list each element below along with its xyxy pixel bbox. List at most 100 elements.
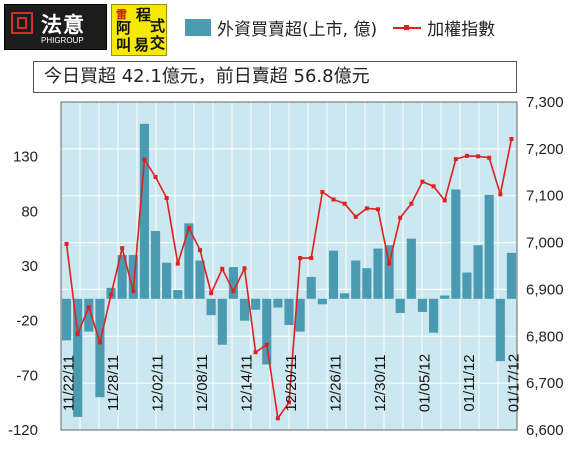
program-logo-char: 叫 [116,36,132,54]
net-buy-bar [373,248,383,299]
left-axis-tick-label: 80 [21,203,38,220]
index-point [231,289,236,294]
index-point [431,184,436,189]
legend-bar-swatch [185,18,211,36]
index-point [453,157,458,162]
net-buy-bar [395,298,405,314]
index-point [487,155,492,160]
net-buy-bar [462,272,472,299]
index-point [375,207,380,212]
index-point [75,331,80,336]
index-point [476,154,481,159]
index-point [198,248,203,253]
net-buy-bar [306,276,316,299]
left-axis-tick-label: -120 [8,422,38,439]
x-axis-date-label: 12/26/11 [327,354,344,411]
net-buy-bar [184,223,194,299]
net-buy-bar [362,268,372,299]
left-axis-tick-label: -20 [16,313,38,330]
left-axis-tick-label: -70 [16,367,38,384]
index-point [120,246,125,251]
plot-border [60,101,518,431]
right-axis-tick-label: 6,600 [526,422,564,439]
x-axis-date-label: 01/05/12 [416,354,433,412]
index-point [420,179,425,184]
index-point [353,214,358,219]
program-logo-char: 阿 [116,19,132,37]
phigroup-logo-name: 法意 [41,13,85,37]
net-buy-bar [162,262,172,299]
program-trading-logo: 雷 阿 程 式 叫 易 交 [111,4,167,56]
index-point [175,261,180,266]
legend-bar-label: 外資買賣超(上市, 億) [217,19,378,40]
net-buy-bar [351,260,361,299]
net-buy-bar [262,298,272,365]
index-point [186,226,191,231]
index-point [364,206,369,211]
net-buy-bar [484,194,494,299]
right-axis-tick-label: 7,200 [526,141,564,158]
x-axis-date-label: 01/11/12 [461,354,478,411]
index-point [142,157,147,162]
net-buy-bar [495,298,505,362]
right-axis-tick-label: 7,000 [526,235,564,252]
net-buy-bar [239,298,250,321]
program-logo-mark: 雷 [116,8,127,21]
x-axis-date-label: 11/28/11 [105,355,122,411]
right-axis-tick-label: 6,700 [526,375,564,392]
net-buy-bar [340,293,350,299]
right-axis-tick-label: 6,800 [526,328,564,345]
index-point [387,261,392,266]
chart-legend: 外資買賣超(上市, 億) 加權指數 [185,14,495,40]
index-point [164,196,169,201]
net-buy-bar [128,255,138,299]
summary-box: 今日買超 42.1億元，前日賣超 56.8億元 [33,61,517,93]
program-logo-char: 易 [134,36,150,54]
left-axis-tick-label: 130 [13,149,38,166]
net-buy-bar [506,252,516,299]
index-point [320,189,325,194]
index-point [464,153,469,158]
index-point [86,305,91,310]
x-axis-date-label: 12/02/11 [150,354,167,411]
index-point [253,350,258,355]
net-buy-bar [84,298,94,332]
net-buy-bar [173,290,183,299]
index-point [64,241,69,246]
net-buy-bar [440,295,450,299]
index-point [309,256,314,261]
legend-line-swatch [393,19,422,36]
net-buy-bar [195,260,205,299]
index-point [498,192,503,197]
index-point [242,266,247,271]
index-point [220,266,225,271]
index-point [264,342,269,347]
x-axis-date-label: 12/14/11 [239,354,256,411]
index-point [409,201,414,206]
index-point [509,137,514,142]
index-point [442,198,447,203]
net-buy-bar [117,255,127,299]
index-point [131,289,136,294]
index-point [287,400,291,405]
right-axis-tick-label: 6,900 [526,281,564,298]
net-buy-bar [473,245,483,299]
net-buy-bar [429,298,439,333]
index-point [97,340,102,345]
x-axis-date-label: 01/17/12 [505,354,522,412]
net-buy-bar [406,238,416,299]
net-buy-bar [384,245,394,299]
index-point [398,215,403,220]
phigroup-logo: 法意 PHIGROUP [4,4,107,50]
x-axis-date-label: 12/20/11 [283,354,300,411]
net-buy-bar [73,298,83,417]
index-point [209,291,214,296]
index-point [275,416,280,421]
net-buy-bar [317,298,327,305]
legend-line-label: 加權指數 [427,19,496,40]
net-buy-bar [62,298,72,341]
net-buy-bar [139,123,149,299]
net-buy-bar [251,298,261,310]
index-point [331,197,336,202]
